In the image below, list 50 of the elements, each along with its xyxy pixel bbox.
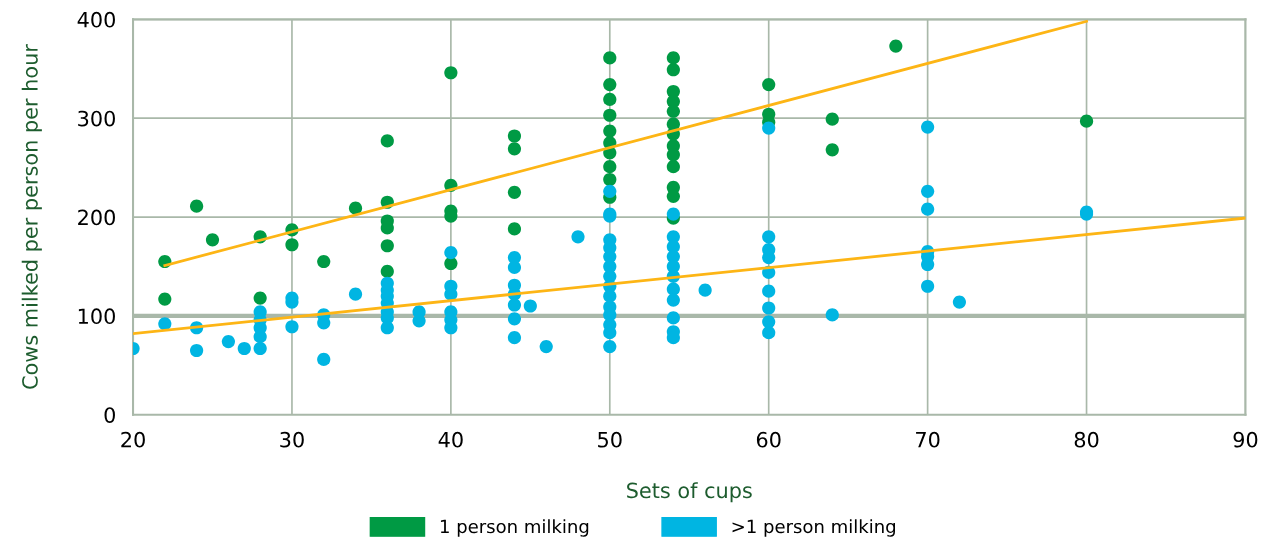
point — [603, 92, 617, 107]
y-tick-label: 400 — [77, 11, 115, 28]
point — [507, 185, 522, 199]
point — [666, 148, 680, 162]
x-tick-label: 70 — [916, 431, 940, 448]
y-tick-label: 0 — [104, 407, 115, 423]
x-axis-title: Sets of cups — [627, 482, 752, 503]
x-tick-label: 50 — [598, 431, 622, 448]
point — [380, 264, 394, 279]
point — [666, 63, 680, 77]
point — [666, 160, 680, 174]
point — [666, 104, 680, 118]
point — [380, 239, 394, 253]
point — [317, 254, 331, 269]
point — [603, 78, 617, 92]
point — [825, 112, 839, 126]
point — [603, 160, 617, 174]
point — [444, 66, 458, 80]
legend-label: >1 person milking — [732, 519, 895, 537]
y-tick-label: 100 — [78, 308, 115, 325]
point — [666, 51, 680, 65]
point — [762, 78, 776, 92]
point — [444, 256, 458, 271]
point — [507, 222, 522, 236]
x-tick-label: 30 — [280, 431, 304, 448]
point — [380, 134, 394, 148]
x-tick-label: 20 — [121, 431, 145, 448]
x-tick-label: 60 — [756, 431, 781, 448]
y-tick-label: 200 — [78, 209, 115, 226]
point — [889, 39, 903, 53]
point — [158, 292, 172, 306]
point — [603, 51, 617, 65]
y-tick-label: 300 — [78, 110, 115, 127]
x-tick-label: 80 — [1074, 431, 1099, 448]
point — [285, 238, 299, 252]
legend-label: 1 person milking — [440, 519, 589, 537]
point — [603, 124, 617, 138]
y-axis-title: Cows milked per person per hour — [21, 44, 42, 389]
x-tick-label: 40 — [438, 431, 463, 448]
point — [825, 143, 839, 157]
point — [190, 199, 204, 213]
point — [1079, 114, 1094, 128]
point — [253, 291, 267, 305]
point — [205, 233, 220, 247]
x-tick-label: 90 — [1233, 431, 1258, 448]
point — [348, 201, 363, 215]
point — [507, 142, 522, 156]
point — [507, 129, 522, 143]
point — [603, 108, 617, 122]
point — [603, 172, 617, 187]
